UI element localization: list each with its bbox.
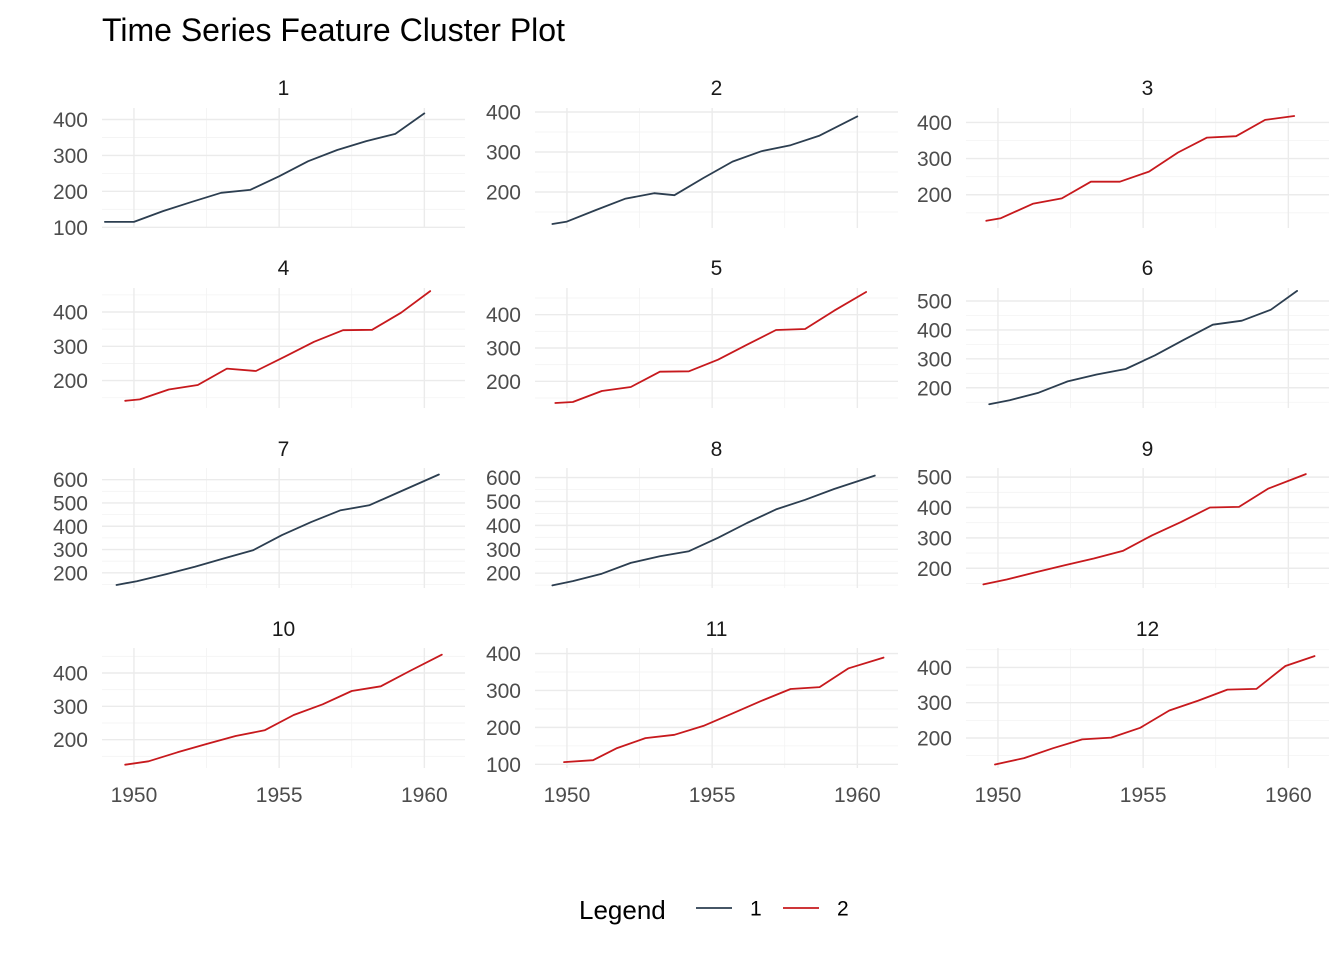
y-tick-label: 400 — [486, 102, 521, 125]
facet-panel-12: 12 200 300 400 1950 1955 1960 — [917, 618, 1329, 807]
panel-label: 10 — [272, 618, 295, 641]
y-tick-label: 300 — [486, 680, 521, 703]
x-tick-label: 1950 — [975, 784, 1022, 807]
y-tick-label: 400 — [917, 112, 952, 135]
panel-label: 5 — [711, 257, 723, 280]
chart-title: Time Series Feature Cluster Plot — [102, 12, 565, 48]
y-tick-label: 300 — [917, 692, 952, 715]
y-tick-label: 200 — [486, 717, 521, 740]
y-tick-label: 300 — [53, 696, 88, 719]
y-tick-label: 500 — [53, 492, 88, 515]
y-tick-label: 300 — [486, 338, 521, 361]
y-tick-label: 200 — [53, 181, 88, 204]
facet-panel-3: 3 200 300 400 — [917, 77, 1329, 228]
legend: Legend 1 2 — [579, 895, 849, 925]
panel-label: 7 — [278, 438, 290, 461]
panel-label: 1 — [278, 77, 290, 100]
panel-label: 4 — [278, 257, 290, 280]
facet-panels: 1100200300400220030040032003004004200300… — [53, 77, 1329, 807]
y-tick-label: 200 — [917, 184, 952, 207]
y-tick-label: 300 — [53, 336, 88, 359]
panel-label: 6 — [1142, 257, 1154, 280]
legend-title: Legend — [579, 895, 666, 925]
x-tick-label: 1960 — [834, 784, 881, 807]
series-line-cluster-2 — [985, 115, 1296, 222]
series-line-cluster-2 — [554, 291, 867, 404]
series-line-cluster-1 — [104, 112, 426, 223]
series-line-cluster-1 — [115, 473, 440, 586]
y-tick-label: 200 — [53, 562, 88, 585]
y-tick-label: 300 — [917, 148, 952, 171]
y-tick-label: 400 — [53, 109, 88, 132]
panel-label: 9 — [1142, 438, 1154, 461]
y-tick-label: 200 — [53, 729, 88, 752]
facet-panel-2: 2 200 300 400 — [486, 77, 898, 228]
y-tick-label: 300 — [917, 527, 952, 550]
y-tick-label: 300 — [486, 539, 521, 562]
y-tick-label: 400 — [53, 516, 88, 539]
x-tick-label: 1960 — [401, 784, 448, 807]
y-tick-label: 500 — [486, 491, 521, 514]
y-tick-label: 500 — [917, 291, 952, 314]
y-tick-label: 500 — [917, 467, 952, 490]
series-line-cluster-2 — [124, 290, 432, 402]
y-tick-label: 300 — [917, 348, 952, 371]
series-line-cluster-2 — [563, 656, 885, 763]
y-tick-label: 400 — [917, 657, 952, 680]
y-tick-label: 200 — [486, 371, 521, 394]
facet-panel-6: 6 200 300 400 500 — [917, 257, 1329, 408]
legend-label-2: 2 — [837, 898, 849, 921]
x-tick-label: 1950 — [111, 784, 158, 807]
facet-panel-1: 1 100 200 300 400 — [53, 77, 465, 240]
x-tick-label: 1955 — [1120, 784, 1167, 807]
x-tick-label: 1955 — [689, 784, 736, 807]
y-tick-label: 600 — [486, 467, 521, 490]
series-line-cluster-2 — [994, 655, 1316, 766]
y-tick-label: 400 — [53, 302, 88, 325]
series-line-cluster-2 — [124, 653, 443, 766]
facet-panel-9: 9 200 300 400 500 — [917, 438, 1329, 588]
x-tick-label: 1960 — [1265, 784, 1312, 807]
y-tick-label: 200 — [53, 370, 88, 393]
x-tick-label: 1955 — [256, 784, 303, 807]
y-tick-label: 400 — [486, 643, 521, 666]
y-tick-label: 300 — [53, 145, 88, 168]
y-tick-label: 300 — [486, 142, 521, 165]
y-tick-label: 100 — [53, 217, 88, 240]
y-tick-label: 600 — [53, 469, 88, 492]
panel-label: 2 — [711, 77, 723, 100]
series-line-cluster-2 — [982, 473, 1307, 586]
y-tick-label: 300 — [53, 539, 88, 562]
y-tick-label: 200 — [917, 377, 952, 400]
y-tick-label: 400 — [917, 497, 952, 520]
y-tick-label: 400 — [53, 663, 88, 686]
facet-panel-10: 10 200 300 400 1950 1955 1960 — [53, 618, 465, 807]
panel-label: 12 — [1136, 618, 1159, 641]
facet-panel-5: 5 200 300 400 — [486, 257, 898, 408]
panel-label: 8 — [711, 438, 723, 461]
facet-panel-11: 11 100 200 300 400 1950 1955 1960 — [486, 618, 898, 807]
y-tick-label: 200 — [917, 558, 952, 581]
series-line-cluster-1 — [988, 289, 1298, 406]
facet-panel-4: 4 200 300 400 — [53, 257, 465, 408]
y-tick-label: 400 — [917, 319, 952, 342]
y-tick-label: 200 — [917, 728, 952, 751]
x-tick-label: 1950 — [544, 784, 591, 807]
y-tick-label: 200 — [486, 182, 521, 205]
legend-label-1: 1 — [750, 898, 762, 921]
y-tick-label: 400 — [486, 515, 521, 538]
y-tick-label: 100 — [486, 754, 521, 777]
y-tick-label: 400 — [486, 304, 521, 327]
panel-label: 11 — [706, 618, 728, 641]
series-line-cluster-1 — [551, 474, 876, 587]
panel-label: 3 — [1142, 77, 1154, 100]
series-line-cluster-1 — [551, 115, 859, 225]
y-tick-label: 200 — [486, 563, 521, 586]
